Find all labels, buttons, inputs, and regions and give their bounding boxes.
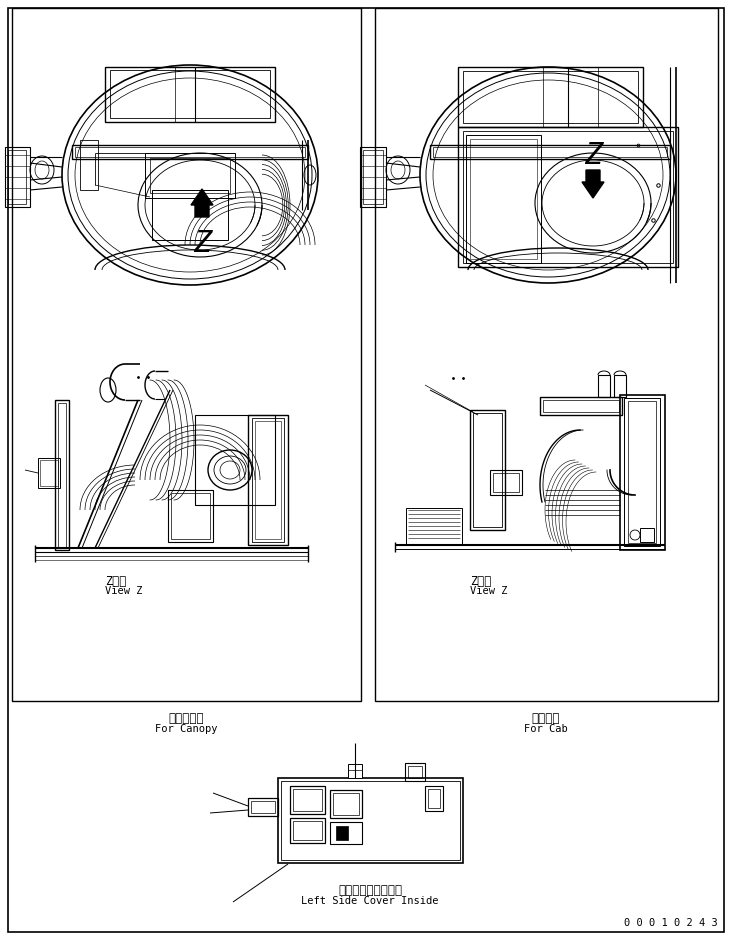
Bar bbox=[293, 821, 322, 840]
Bar bbox=[75, 147, 305, 157]
Bar bbox=[281, 781, 460, 860]
Bar bbox=[458, 67, 643, 127]
Bar bbox=[490, 470, 522, 495]
FancyArrow shape bbox=[582, 170, 604, 198]
Bar bbox=[152, 190, 228, 240]
Bar bbox=[425, 786, 443, 811]
Bar bbox=[336, 826, 348, 840]
Bar bbox=[598, 375, 610, 397]
Bar bbox=[38, 458, 60, 488]
FancyArrow shape bbox=[191, 189, 213, 217]
Bar bbox=[375, 8, 718, 701]
Text: View Z: View Z bbox=[105, 586, 143, 596]
Bar bbox=[493, 473, 519, 492]
Text: 左サイドカバー内側: 左サイドカバー内側 bbox=[338, 884, 402, 897]
Bar bbox=[248, 798, 278, 816]
Bar bbox=[433, 147, 667, 157]
Bar bbox=[12, 8, 361, 701]
Bar bbox=[543, 400, 619, 412]
Text: View Z: View Z bbox=[470, 586, 507, 596]
Bar bbox=[168, 490, 213, 542]
Bar bbox=[428, 789, 440, 808]
Bar bbox=[614, 375, 626, 397]
Bar bbox=[293, 789, 322, 811]
Bar bbox=[290, 786, 325, 814]
Bar bbox=[72, 145, 308, 159]
Bar bbox=[110, 70, 270, 118]
Bar bbox=[540, 397, 622, 415]
Text: For Cab: For Cab bbox=[524, 724, 568, 734]
Bar bbox=[363, 150, 383, 204]
Bar bbox=[80, 140, 98, 190]
Bar bbox=[405, 763, 425, 781]
Bar bbox=[171, 493, 210, 539]
Bar bbox=[333, 793, 359, 815]
Bar bbox=[255, 421, 281, 539]
Bar bbox=[105, 67, 275, 122]
Text: キャノピ用: キャノピ用 bbox=[168, 712, 203, 725]
Bar bbox=[290, 818, 325, 843]
Bar bbox=[55, 400, 69, 550]
Bar bbox=[40, 460, 58, 486]
Text: Left Side Cover Inside: Left Side Cover Inside bbox=[302, 896, 438, 906]
Bar bbox=[470, 139, 537, 259]
Bar bbox=[5, 147, 30, 207]
Bar bbox=[360, 147, 386, 207]
Bar bbox=[251, 801, 275, 813]
Text: Z　視: Z 視 bbox=[105, 575, 127, 588]
Text: For Canopy: For Canopy bbox=[154, 724, 217, 734]
Bar bbox=[8, 150, 26, 204]
Bar bbox=[248, 415, 288, 545]
Bar bbox=[620, 395, 665, 550]
Bar bbox=[473, 413, 502, 527]
Bar bbox=[252, 418, 284, 542]
Bar bbox=[624, 398, 660, 546]
Text: キャブ用: キャブ用 bbox=[531, 712, 560, 725]
Text: Z　視: Z 視 bbox=[470, 575, 491, 588]
Text: Z: Z bbox=[193, 228, 212, 258]
Bar bbox=[458, 127, 678, 267]
Bar bbox=[463, 131, 673, 263]
Bar bbox=[430, 145, 670, 159]
Bar bbox=[406, 508, 462, 544]
Bar bbox=[330, 822, 362, 844]
Bar bbox=[470, 410, 505, 530]
Bar bbox=[640, 528, 654, 542]
Bar bbox=[466, 135, 541, 263]
Text: 0 0 0 1 0 2 4 3: 0 0 0 1 0 2 4 3 bbox=[624, 918, 718, 928]
Bar bbox=[348, 764, 362, 778]
Bar bbox=[330, 790, 362, 818]
Bar bbox=[463, 71, 638, 123]
Bar bbox=[195, 415, 275, 505]
Bar bbox=[150, 158, 230, 193]
Bar bbox=[628, 401, 656, 543]
Bar bbox=[278, 778, 463, 863]
Bar bbox=[408, 766, 422, 778]
Bar bbox=[145, 153, 235, 198]
Text: Z: Z bbox=[584, 140, 602, 169]
Bar bbox=[58, 403, 66, 547]
